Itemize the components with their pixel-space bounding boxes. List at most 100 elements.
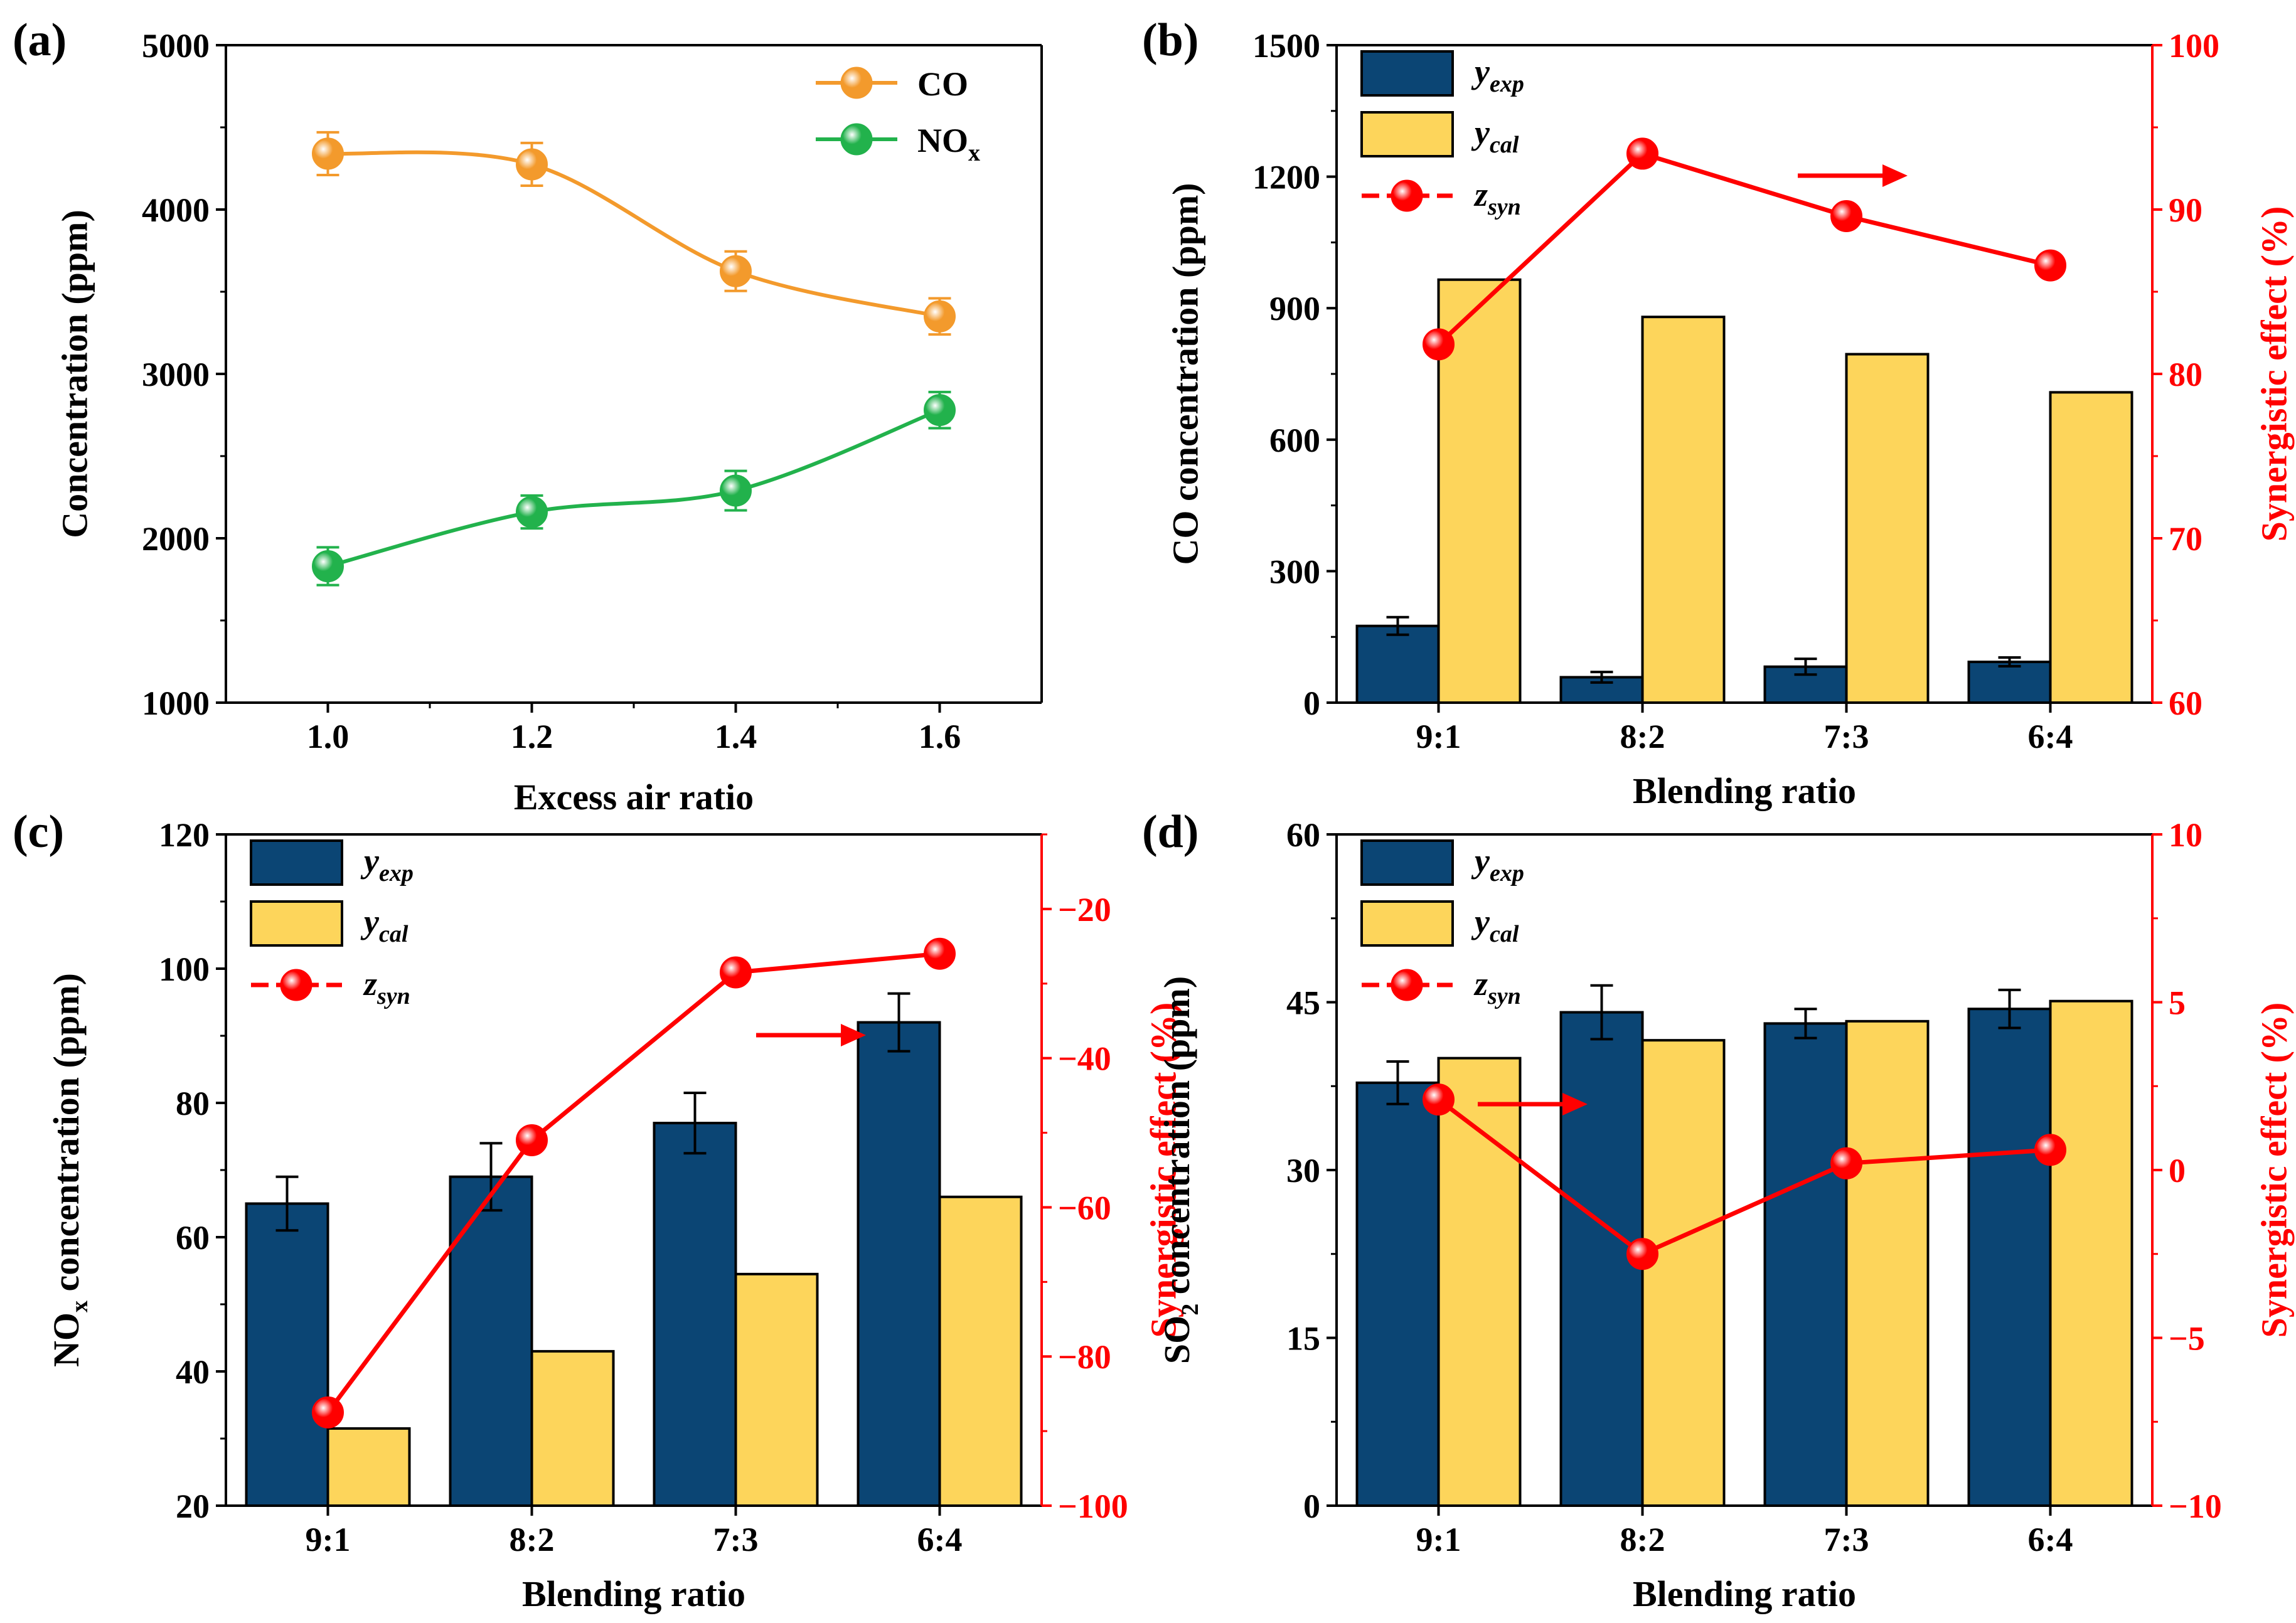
legend-swatch	[250, 839, 343, 886]
synergy-point	[924, 937, 956, 970]
panel-b: 0 300 600 900 1200 1500 60 70 80 90 100 Synergistic…	[1142, 14, 2294, 811]
synergy-point	[312, 1396, 344, 1429]
legend-label: zsyn	[1473, 176, 1521, 220]
synergy-point	[516, 1124, 548, 1156]
y-tick-label: 100	[159, 950, 210, 988]
y-tick-label: 5000	[142, 27, 210, 65]
y2-tick-label: 10	[2169, 816, 2203, 854]
legend-marker	[840, 123, 873, 156]
data-point	[924, 300, 956, 333]
bar-exp	[1355, 624, 1440, 705]
x-tick-label: 1.6	[919, 718, 961, 755]
synergy-point	[2034, 249, 2066, 282]
series-line-no	[327, 408, 941, 568]
data-point	[516, 148, 548, 181]
y2-tick-label: 70	[2169, 520, 2203, 558]
legend-marker	[1391, 179, 1423, 212]
legend-swatch	[1360, 50, 1454, 97]
synergy-point	[1830, 1147, 1862, 1179]
y2-tick-label: 0	[2169, 1152, 2186, 1189]
y2-tick-label: 80	[2169, 356, 2203, 393]
legend-label: NOx	[917, 122, 980, 166]
bar-exp	[857, 1021, 941, 1507]
arrow-head	[1882, 164, 1908, 187]
x-tick-label: 1.2	[511, 718, 553, 755]
y2-tick-label: −10	[2169, 1487, 2222, 1525]
synergy-point	[2034, 1134, 2066, 1166]
synergy-line	[326, 951, 940, 1414]
data-point	[516, 496, 548, 528]
legend-swatch	[1360, 839, 1454, 886]
legend-label: yexp	[360, 842, 414, 886]
bar-cal	[1641, 316, 1726, 704]
y-tick-label: 900	[1269, 290, 1320, 327]
series-line-co	[328, 150, 941, 319]
bar-cal	[938, 1195, 1023, 1508]
bar-cal	[1437, 1056, 1522, 1507]
data-point	[312, 137, 344, 170]
synergy-line	[1437, 1097, 2051, 1257]
synergy-line	[1437, 151, 2051, 346]
synergy-point	[1626, 1238, 1658, 1270]
y-tick-label: 40	[176, 1353, 210, 1391]
bar-exp	[1967, 661, 2052, 705]
y2-tick-label: −20	[1058, 891, 1111, 929]
x-tick-label: 8:2	[1620, 1521, 1665, 1558]
y-tick-label: 2000	[142, 520, 210, 558]
bar-cal	[326, 1427, 411, 1507]
bar-exp	[1763, 1022, 1848, 1507]
y-tick-label: 1200	[1252, 159, 1320, 196]
x-tick-label: 8:2	[1620, 718, 1665, 755]
y2-axis-title: Synergistic effect (%)	[1143, 1003, 1183, 1338]
bar-cal	[2049, 999, 2133, 1507]
x-tick-label: 7:3	[713, 1521, 759, 1558]
arrow-head	[841, 1024, 866, 1046]
data-point	[720, 474, 752, 507]
legend-label: zsyn	[363, 965, 410, 1009]
panel-d: 0 15 30 45 60 −10 −5 0 5 10 Synergistic effect (%)…	[1142, 806, 2294, 1614]
x-axis-title: Blending ratio	[522, 1573, 745, 1614]
x-tick-label: 9:1	[306, 1521, 351, 1558]
y-axis-title: NOx concentration (ppm)	[46, 973, 93, 1367]
y-tick-label: 0	[1303, 1487, 1320, 1525]
legend-label: CO	[917, 65, 968, 103]
synergy-point	[1423, 1083, 1455, 1116]
x-tick-label: 7:3	[1824, 718, 1869, 755]
arrow-head	[1562, 1093, 1588, 1115]
y2-tick-label: 90	[2169, 191, 2203, 229]
y-axis-title: CO concentration (ppm)	[1165, 183, 1205, 565]
data-point	[924, 394, 956, 427]
bar-exp	[245, 1202, 329, 1507]
bar-cal	[530, 1349, 615, 1507]
legend-label: ycal	[1471, 903, 1519, 947]
y2-tick-label: −5	[2169, 1320, 2205, 1358]
legend-label: yexp	[1471, 842, 1524, 886]
panel-label: (b)	[1142, 14, 1199, 66]
x-tick-label: 6:4	[2028, 718, 2073, 755]
bar-exp	[1355, 1081, 1440, 1507]
x-tick-label: 7:3	[1824, 1521, 1869, 1558]
synergy-point	[1626, 137, 1658, 170]
bar-cal	[734, 1272, 819, 1507]
y2-axis-title: Synergistic effect (%)	[2253, 206, 2294, 542]
x-tick-label: 9:1	[1416, 718, 1461, 755]
data-point	[720, 255, 752, 287]
x-tick-label: 1.4	[715, 718, 757, 755]
y2-tick-label: −80	[1058, 1338, 1111, 1376]
panel-label: (c)	[13, 806, 64, 858]
y-tick-label: 30	[1286, 1152, 1320, 1189]
legend-label: ycal	[1471, 114, 1519, 158]
y-tick-label: 20	[176, 1487, 210, 1525]
legend-swatch	[1360, 111, 1454, 157]
legend-marker	[840, 67, 873, 99]
y-tick-label: 15	[1286, 1320, 1320, 1358]
y2-tick-label: −100	[1058, 1487, 1128, 1525]
y-tick-label: 1500	[1252, 27, 1320, 65]
x-axis-title: Blending ratio	[1633, 1573, 1856, 1614]
x-tick-label: 1.0	[307, 718, 350, 755]
y2-tick-label: −40	[1058, 1040, 1111, 1078]
x-axis-title: Excess air ratio	[514, 777, 754, 817]
y2-tick-label: −60	[1058, 1189, 1111, 1227]
data-point	[312, 550, 344, 583]
